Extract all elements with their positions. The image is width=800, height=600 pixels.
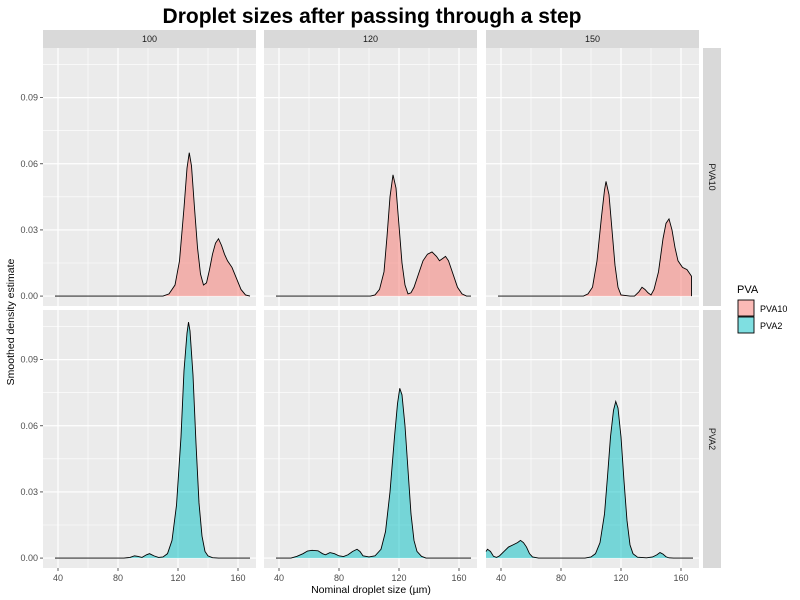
y-tick-label: 0.03 [20,487,38,497]
x-axis-title: Nominal droplet size (µm) [311,584,431,596]
row-strip-label: PVA10 [707,163,717,190]
y-axis-title: Smoothed density estimate [5,259,17,386]
density-line-pva2-100 [55,322,250,559]
row-strip [703,310,721,568]
y-tick-label: 0.00 [20,553,38,563]
x-tick-label: 40 [496,573,506,583]
panel-background [43,310,256,568]
legend-title: PVA [737,284,759,296]
column-strip [43,30,256,48]
column-strip-label: 120 [363,34,378,44]
x-tick-label: 120 [170,573,185,583]
column-strip-label: 100 [142,34,157,44]
density-area-pva10-150 [498,181,692,297]
density-line-pva10-120 [276,174,471,297]
density-line-pva2-150 [485,399,693,559]
chart-title: Droplet sizes after passing through a st… [163,5,582,28]
x-tick-label: 160 [673,573,688,583]
x-tick-label: 40 [274,573,284,583]
x-tick-label: 120 [613,573,628,583]
legend-label: PVA2 [760,321,782,331]
density-area-pva10-120 [276,174,471,297]
legend-key-pva2 [737,316,755,334]
density-line-pva10-100 [55,152,251,297]
row-strip [703,48,721,306]
x-tick-label: 160 [230,573,245,583]
x-tick-label: 120 [391,573,406,583]
x-tick-label: 80 [556,573,566,583]
y-tick-label: 0.06 [20,421,38,431]
legend-label: PVA10 [760,304,787,314]
facet-panels: 100 120 150 PVA10 PVA2 [43,30,721,568]
panel-background [486,310,699,568]
legend-key-pva10 [737,299,755,317]
row-strip-label: PVA2 [707,428,717,450]
column-strip [486,30,699,48]
y-tick-label: 0.00 [20,291,38,301]
y-tick-label: 0.09 [20,355,38,365]
density-line-pva2-120 [276,388,471,559]
axes: 0.00 0.03 0.06 0.09 0.00 0.03 0.06 0.09 40 80 120 1… [20,93,688,583]
x-tick-label: 160 [451,573,466,583]
x-tick-label: 40 [53,573,63,583]
y-tick-label: 0.09 [20,93,38,103]
x-tick-label: 80 [113,573,123,583]
density-line-pva10-150 [498,181,692,297]
column-strip-label: 150 [585,34,600,44]
panel-background [264,310,477,568]
y-tick-label: 0.06 [20,159,38,169]
x-tick-label: 80 [334,573,344,583]
density-area-pva10-100 [55,152,250,297]
column-strip [264,30,477,48]
y-tick-label: 0.03 [20,225,38,235]
